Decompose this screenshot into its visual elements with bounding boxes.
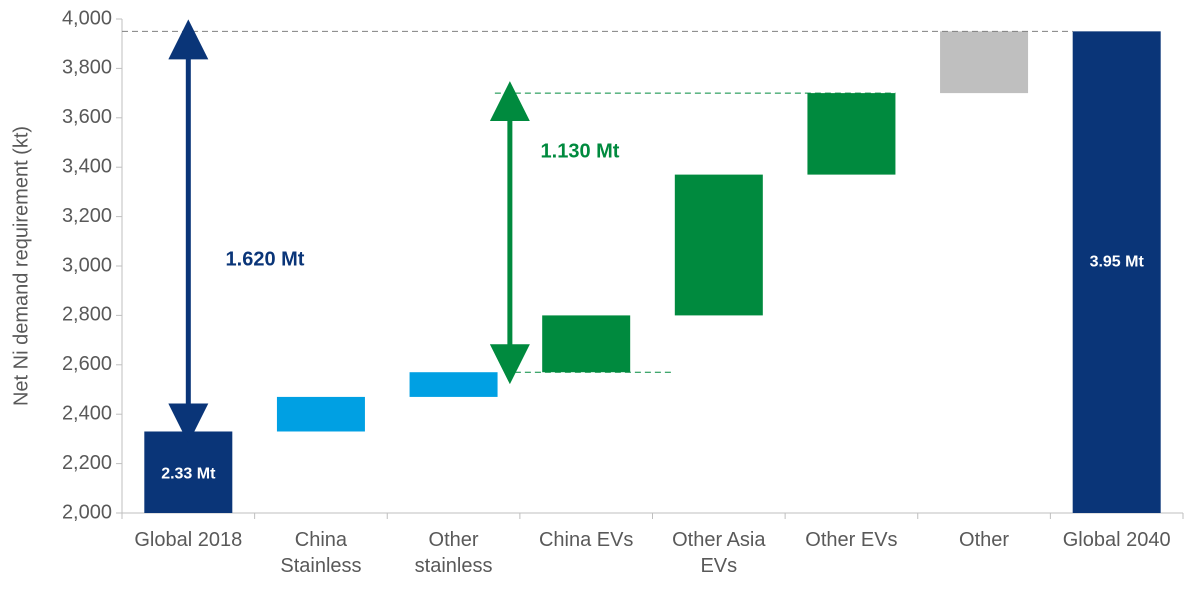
x-tick-label: Global 2018 <box>134 529 243 551</box>
x-tick-label: China EVs <box>538 529 634 551</box>
y-tick-label: 4,000 <box>62 7 112 29</box>
y-tick-label: 3,800 <box>62 57 112 79</box>
bar <box>542 315 631 373</box>
annotation: 1.620 Mt <box>226 248 305 270</box>
bar <box>276 396 365 432</box>
y-tick-label: 3,600 <box>62 106 112 128</box>
x-tick-label: Other <box>959 529 1010 551</box>
bar <box>940 31 1029 94</box>
bar <box>1072 31 1161 513</box>
x-tick-label: China Stainless <box>280 529 362 577</box>
bar <box>674 174 763 316</box>
y-tick-label: 2,800 <box>62 304 112 326</box>
x-tick-label: Other EVs <box>805 529 898 551</box>
y-tick-label: 2,000 <box>62 501 112 523</box>
x-tick-label: Other stainless <box>414 529 493 577</box>
y-tick-label: 2,400 <box>62 402 112 424</box>
y-axis-label: Net Ni demand requirement (kt) <box>10 126 32 406</box>
annotation: 1.130 Mt <box>541 140 620 162</box>
value-label: 3.95 Mt <box>1090 253 1145 270</box>
y-tick-label: 3,000 <box>62 254 112 276</box>
y-tick-label: 3,400 <box>62 155 112 177</box>
bar <box>409 372 498 397</box>
x-tick-label: Global 2040 <box>1062 529 1171 551</box>
bar <box>807 93 896 175</box>
y-tick-label: 2,200 <box>62 452 112 474</box>
y-tick-label: 3,200 <box>62 205 112 227</box>
bar <box>144 431 233 513</box>
value-label: 2.33 Mt <box>161 465 216 482</box>
y-tick-label: 2,600 <box>62 353 112 375</box>
x-tick-label: Other Asia EVs <box>672 529 766 577</box>
